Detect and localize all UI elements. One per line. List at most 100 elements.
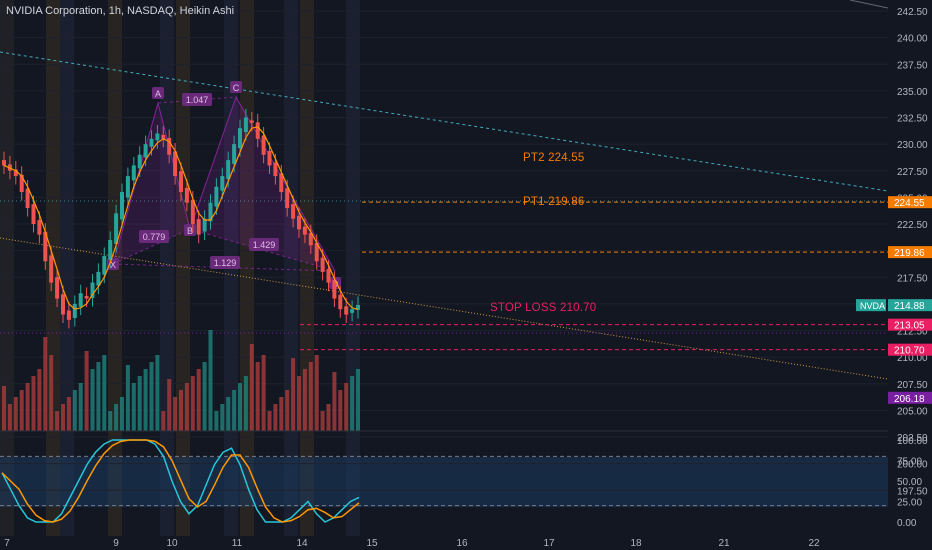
candle-body: [120, 192, 124, 220]
candle-body: [291, 204, 296, 219]
candle-body: [184, 187, 189, 203]
osc-tick-label: 0.00: [897, 518, 917, 529]
ratio-badge: [249, 238, 279, 251]
volume-bar: [143, 369, 148, 431]
time-tick-label: 18: [630, 538, 642, 549]
volume-bar: [137, 376, 142, 431]
candle-body: [49, 255, 54, 283]
session-band: [60, 0, 74, 536]
price-tick-label: 235.00: [897, 87, 928, 98]
candle-body: [2, 160, 6, 166]
volume-bar: [84, 351, 89, 431]
volume-bar: [261, 355, 266, 431]
candle-body: [72, 303, 77, 318]
candle-body: [344, 306, 349, 315]
candle-body: [338, 294, 343, 310]
ratio-label: 0.779: [143, 232, 166, 242]
price-label-badge: [888, 196, 932, 209]
stop-loss-label: STOP LOSS 210.70: [490, 302, 597, 314]
volume-bar: [202, 362, 207, 431]
candle-body: [125, 176, 130, 198]
pattern-diagonal: [112, 228, 191, 265]
candle-body: [84, 295, 89, 299]
volume-bar: [179, 390, 183, 431]
price-tick-label: 197.50: [897, 486, 928, 497]
price-tick-label: 202.50: [897, 433, 928, 444]
candle-body: [143, 144, 148, 158]
candle-body: [273, 162, 278, 177]
volume-bar: [120, 397, 124, 431]
candle-body: [61, 294, 65, 315]
pattern-point-badge: [152, 87, 164, 99]
pattern-diagonal: [112, 263, 336, 272]
ratio-badge: [210, 256, 240, 269]
volume-bar: [208, 330, 213, 431]
candle-body: [13, 169, 18, 177]
level-lines: [300, 201, 888, 351]
pattern-point-label: C: [233, 83, 240, 93]
candle-body: [43, 231, 48, 262]
price-tick-label: 232.50: [897, 114, 928, 125]
price-tick-label: 200.00: [897, 460, 928, 471]
candle-body: [261, 135, 266, 155]
candle-body: [37, 220, 42, 235]
volume-bar: [273, 404, 278, 431]
time-axis-background: [0, 536, 932, 550]
moving-average-line: [3, 126, 359, 311]
candle-body: [232, 144, 237, 164]
pattern-diagonal: [157, 96, 237, 104]
volume-bar: [37, 369, 42, 431]
osc-tick-label: 75.00: [897, 457, 922, 468]
grid-lines: [0, 10, 888, 491]
volume-bar: [167, 379, 172, 431]
volume-bar: [279, 397, 284, 431]
price-tick-label: 237.50: [897, 60, 928, 71]
volume-bar: [149, 362, 154, 431]
volume-bar: [131, 383, 136, 431]
price-label-badge: [888, 318, 932, 331]
candle-body: [314, 242, 319, 262]
candle-body: [19, 174, 24, 193]
pattern-point-label: A: [155, 89, 161, 99]
candle-body: [96, 271, 101, 286]
price-tick-label: 212.50: [897, 327, 928, 338]
volume-bar: [249, 344, 254, 431]
lower-trendline: [0, 237, 889, 380]
candle-body: [267, 150, 272, 166]
session-band: [176, 0, 190, 536]
candle-body: [320, 257, 325, 272]
candle-body: [255, 122, 260, 139]
candle-body: [108, 239, 113, 260]
symbol-tag-badge: [856, 299, 886, 312]
price-tick-label: 230.00: [897, 140, 928, 151]
candle-body: [214, 186, 219, 207]
price-label-text: 214.88: [894, 301, 925, 312]
candle-body: [279, 173, 284, 193]
volume-bar: [90, 369, 95, 431]
price-label-badge: [888, 343, 932, 356]
volume-bar: [61, 404, 65, 431]
volume-bars: [0, 330, 888, 432]
chart-legend: NVIDIA Corporation, 1h, NASDAQ, Heikin A…: [6, 5, 234, 17]
price-tick-label: 222.50: [897, 220, 928, 231]
candle-body: [90, 282, 95, 299]
candle-body: [31, 204, 36, 224]
volume-bar: [19, 390, 24, 431]
candle-body: [208, 202, 213, 222]
symbol-title: NVIDIA Corporation, 1h, NASDAQ, Heikin A…: [6, 5, 235, 17]
stoch-d-line: [1, 439, 360, 523]
candle-body: [302, 226, 307, 235]
price-tick-label: 240.00: [897, 34, 928, 45]
candle-body: [308, 233, 313, 246]
candle-body: [149, 138, 154, 147]
candle-body: [326, 269, 331, 283]
price-label-text: 224.55: [894, 198, 925, 209]
volume-bar: [13, 397, 18, 431]
candle-body: [66, 310, 71, 320]
time-axis: 7 9 10 11 14 15 16 17 18 21 22: [0, 536, 932, 550]
price-label-badge: [888, 246, 932, 259]
ratio-badge: [182, 93, 212, 106]
volume-bar: [338, 390, 343, 431]
volume-bar: [25, 383, 30, 431]
